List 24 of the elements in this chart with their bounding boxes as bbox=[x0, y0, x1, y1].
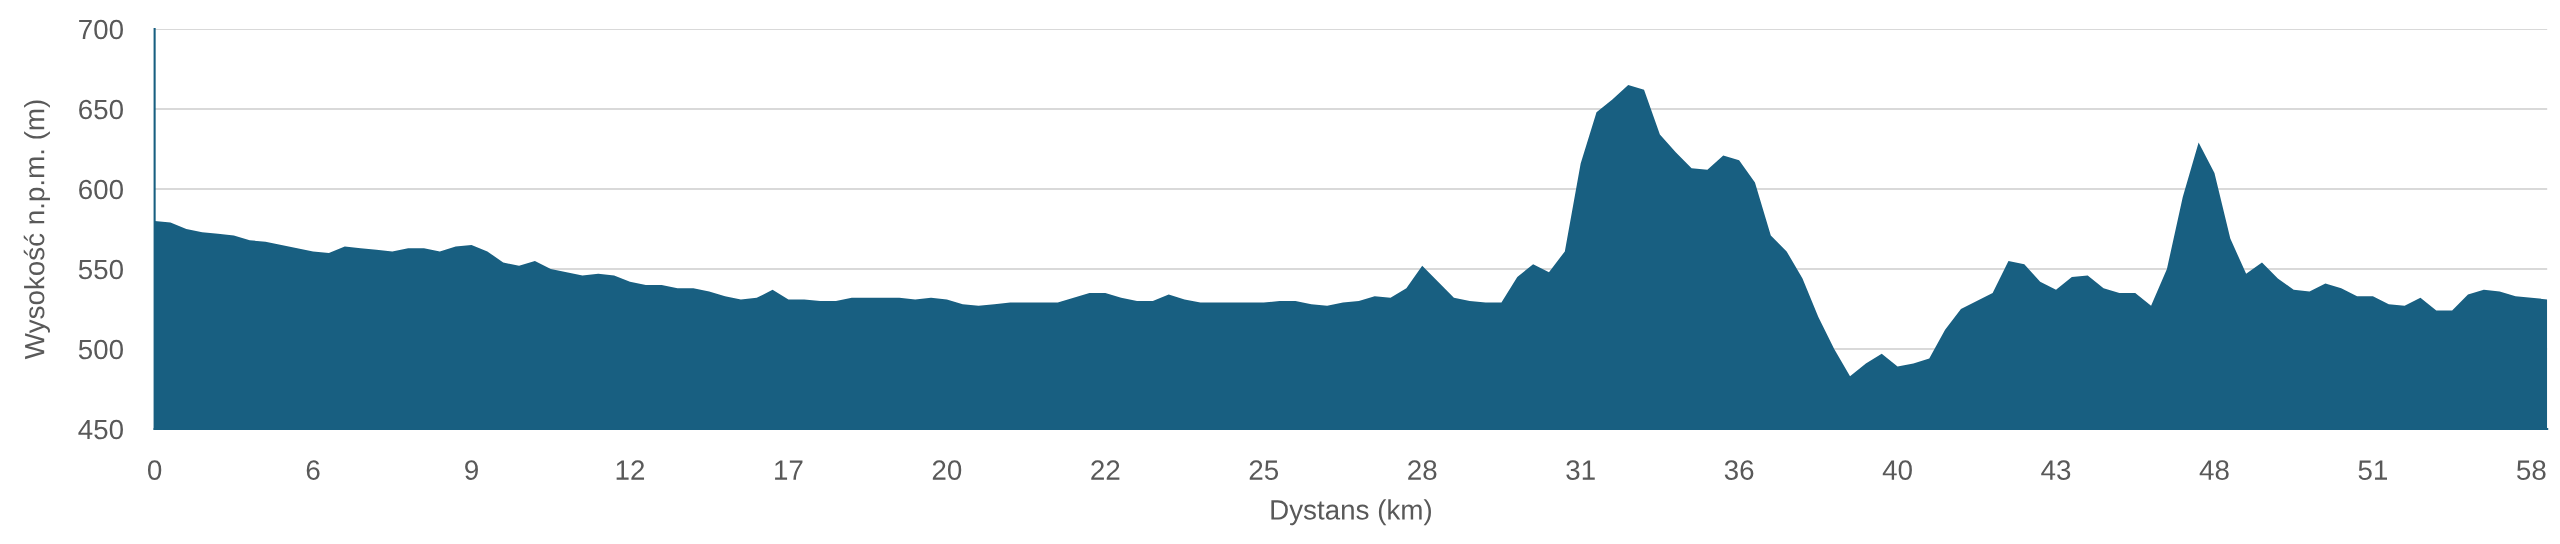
x-tick-label: 58 bbox=[2517, 460, 2546, 480]
x-axis-title: Dystans (km) bbox=[1271, 499, 1431, 526]
x-tick-label: 20 bbox=[932, 460, 962, 480]
x-tick-label: 6 bbox=[306, 460, 320, 480]
y-tick-label: 600 bbox=[79, 179, 123, 200]
x-tick-label: 31 bbox=[1566, 460, 1595, 480]
x-tick-label: 43 bbox=[2041, 460, 2071, 480]
y-tick-label: 650 bbox=[79, 99, 123, 120]
y-tick-label: 450 bbox=[78, 419, 123, 440]
y-tick-label: 700 bbox=[79, 19, 123, 40]
x-tick-label: 0 bbox=[147, 460, 162, 480]
x-tick-label: 9 bbox=[465, 460, 478, 480]
x-tick-label: 36 bbox=[1724, 460, 1754, 480]
y-axis-title: Wysokość n.p.m. (m) bbox=[23, 100, 50, 360]
x-tick-label: 28 bbox=[1408, 460, 1437, 480]
x-tick-label: 48 bbox=[2199, 460, 2229, 480]
y-tick-label: 550 bbox=[78, 259, 123, 280]
y-tick-label: 500 bbox=[78, 339, 123, 360]
x-tick-label: 25 bbox=[1249, 460, 1279, 480]
x-tick-label: 17 bbox=[775, 460, 803, 480]
x-tick-label: 40 bbox=[1882, 460, 1912, 480]
x-tick-label: 12 bbox=[616, 460, 645, 480]
x-tick-label: 22 bbox=[1091, 460, 1120, 480]
x-tick-label: 51 bbox=[2358, 460, 2387, 480]
